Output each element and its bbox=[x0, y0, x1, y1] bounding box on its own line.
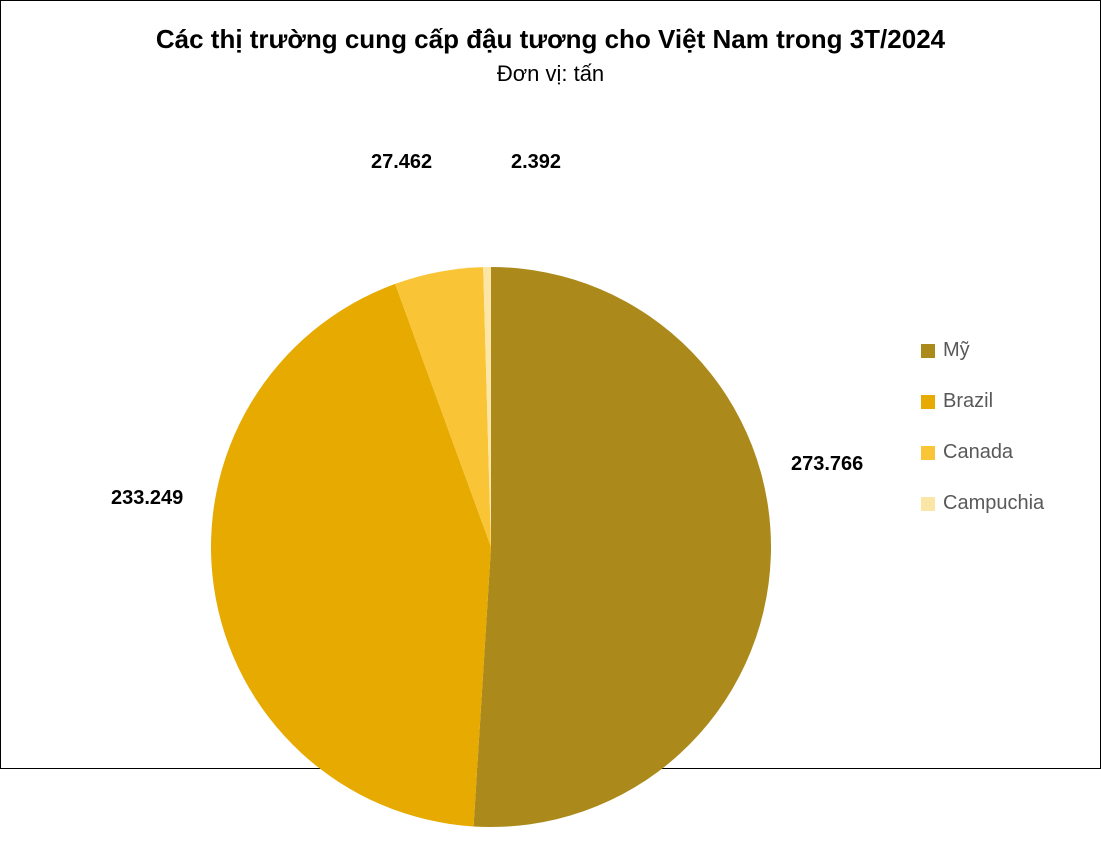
legend-item-canada: Canada bbox=[921, 441, 1044, 464]
legend-marker-icon bbox=[921, 497, 935, 511]
legend-item-brazil: Brazil bbox=[921, 390, 1044, 413]
pie-slice-mỹ bbox=[474, 267, 771, 827]
chart-title-block: Các thị trường cung cấp đậu tương cho Vi… bbox=[1, 1, 1100, 87]
legend-label: Campuchia bbox=[943, 492, 1044, 515]
chart-container: Các thị trường cung cấp đậu tương cho Vi… bbox=[0, 0, 1101, 769]
data-label-campuchia: 2.392 bbox=[511, 151, 561, 174]
chart-subtitle: Đơn vị: tấn bbox=[1, 61, 1100, 87]
legend: Mỹ Brazil Canada Campuchia bbox=[921, 339, 1044, 543]
chart-title: Các thị trường cung cấp đậu tương cho Vi… bbox=[1, 23, 1100, 57]
legend-item-mỹ: Mỹ bbox=[921, 339, 1044, 362]
legend-label: Canada bbox=[943, 441, 1013, 464]
legend-label: Brazil bbox=[943, 390, 993, 413]
data-label-mỹ: 273.766 bbox=[791, 453, 863, 476]
legend-marker-icon bbox=[921, 344, 935, 358]
data-label-canada: 27.462 bbox=[371, 151, 432, 174]
legend-label: Mỹ bbox=[943, 339, 970, 362]
data-label-brazil: 233.249 bbox=[111, 487, 183, 510]
legend-item-campuchia: Campuchia bbox=[921, 492, 1044, 515]
legend-marker-icon bbox=[921, 446, 935, 460]
legend-marker-icon bbox=[921, 395, 935, 409]
